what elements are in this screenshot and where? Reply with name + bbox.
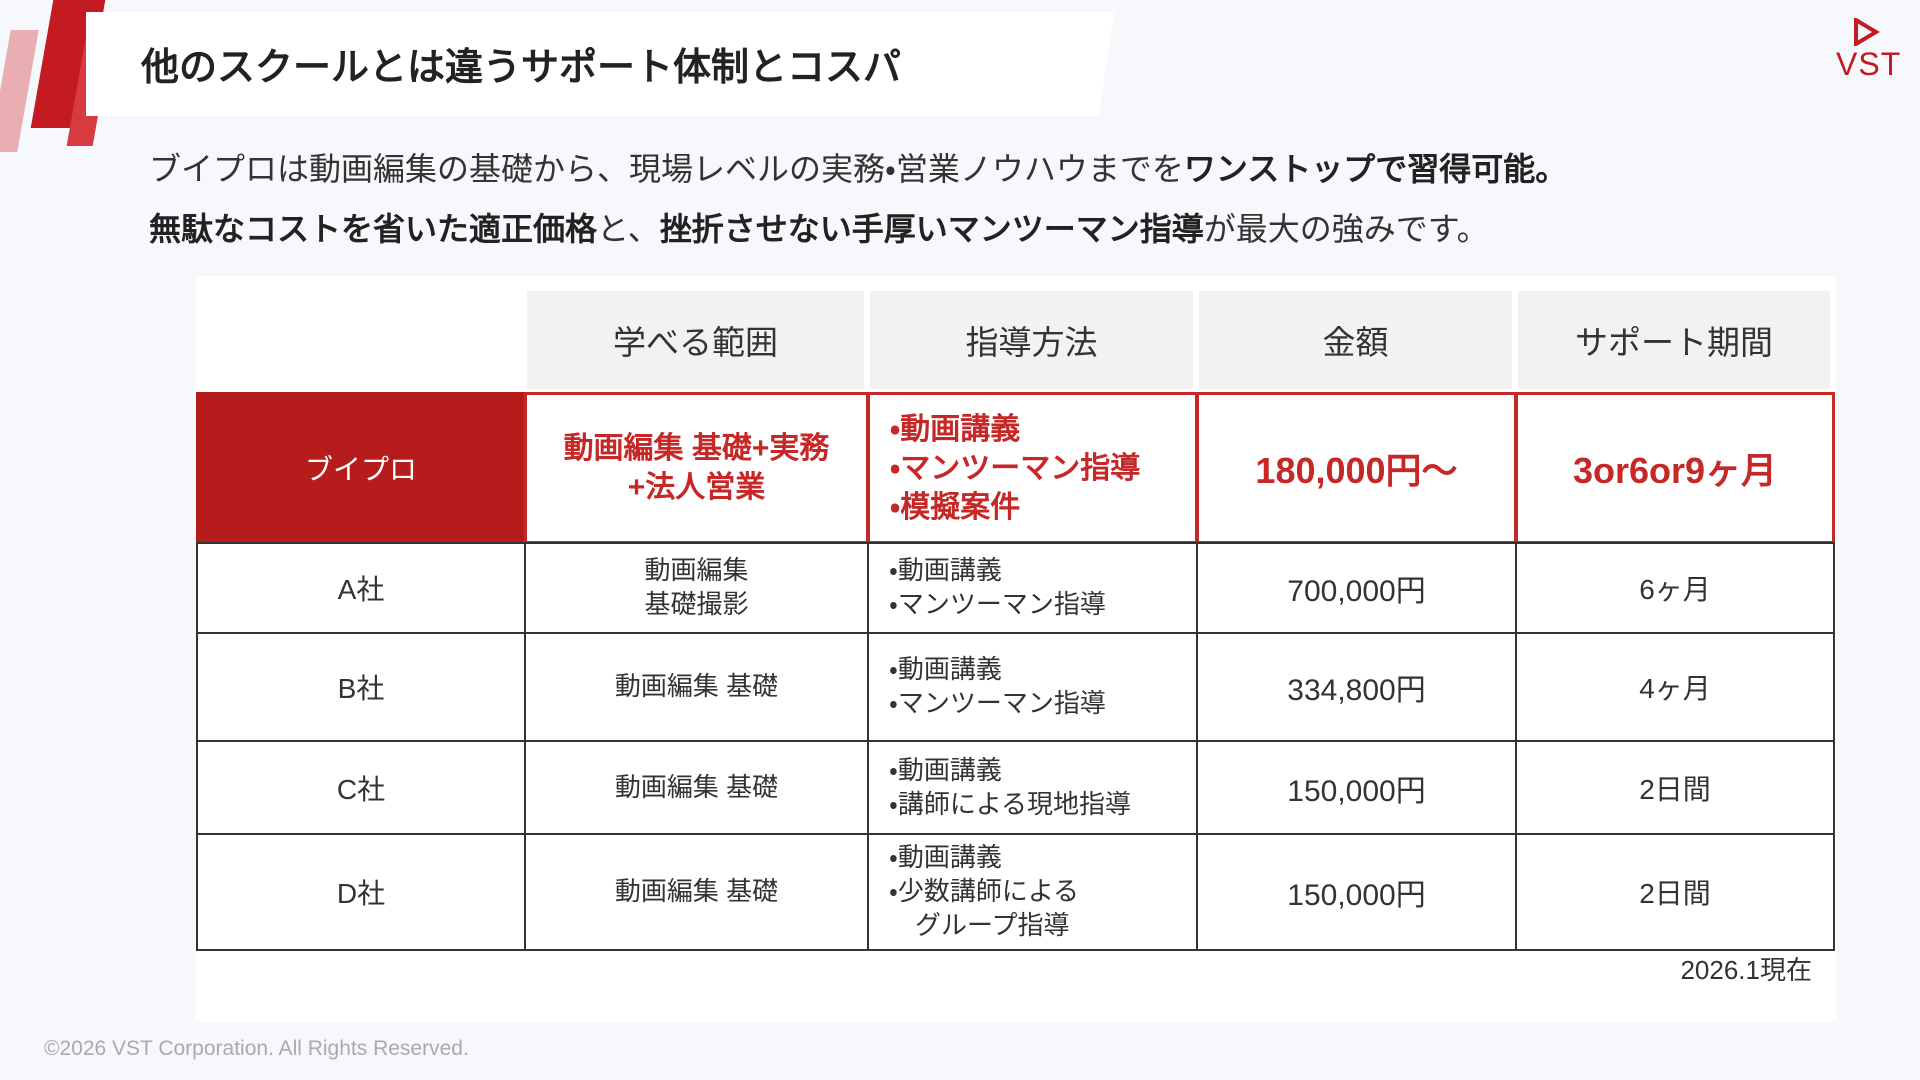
cell-line: ・動画講義: [889, 842, 1002, 873]
cell-line: 動画編集 基礎+実務: [563, 432, 830, 465]
note: 2026.1現在: [1680, 955, 1812, 985]
cell-line: ・動画講義: [890, 412, 1021, 446]
cell-line: 動画編集 基礎: [614, 771, 779, 802]
cell-text: 3or6or9ヶ月: [1572, 450, 1778, 491]
cell-text: 6ヶ月: [1639, 574, 1711, 605]
header-text: 指導方法: [965, 324, 1098, 361]
cell-line: ・マンツーマン指導: [889, 589, 1106, 619]
intro-segment: が最大の強みです。: [1203, 211, 1489, 247]
cell-line: ・マンツーマン指導: [889, 688, 1106, 718]
intro-segment: 挫折させない手厚いマンツーマン指導: [659, 211, 1204, 247]
table-cell: 2日間: [1515, 833, 1835, 951]
cell-text: 4ヶ月: [1639, 673, 1711, 704]
table-cell: ブイプロ: [196, 392, 526, 544]
cell-text: 2日間: [1639, 773, 1711, 805]
cell-text: 150,000円: [1287, 879, 1426, 912]
header-text: 学べる範囲: [613, 324, 778, 361]
cell-text: C社: [336, 773, 386, 805]
cell-line: ・少数講師による: [889, 876, 1080, 907]
cell-line: 基礎撮影: [644, 589, 749, 619]
header-cell: 指導方法: [870, 291, 1193, 389]
cell-text: D社: [336, 878, 386, 909]
table-cell: 700,000円: [1196, 542, 1517, 634]
title: 他のスクールとは違うサポート体制とコスパ: [141, 47, 902, 89]
table-cell: 334,800円: [1196, 632, 1517, 742]
cell-line: ・動画講義: [889, 754, 1002, 785]
intro-segment: ワンストップで習得可能。: [1183, 151, 1568, 187]
table-cell: 180,000円〜: [1196, 392, 1517, 544]
table-cell: 2日間: [1515, 740, 1835, 835]
cell-line: 動画編集: [644, 555, 749, 586]
cell-line: ・模擬案件: [890, 490, 1021, 524]
stripe: [0, 30, 39, 152]
table-cell: A社: [196, 542, 526, 634]
cell-line: ・マンツーマン指導: [890, 451, 1141, 485]
footer: ©2026 VST Corporation. All Rights Reserv…: [44, 1037, 469, 1060]
header-text: サポート期間: [1575, 324, 1773, 361]
table-cell: 4ヶ月: [1515, 632, 1835, 742]
table-cell: ・動画講義 ・マンツーマン指導: [867, 542, 1198, 634]
cell-text: 180,000円〜: [1255, 450, 1458, 491]
table-cell: 6ヶ月: [1515, 542, 1835, 634]
table-cell: 動画編集 基礎: [524, 833, 869, 951]
cell-line: 動画編集 基礎: [614, 671, 779, 702]
title-bar: [86, 12, 1114, 116]
cell-line: 動画編集 基礎: [614, 876, 779, 907]
cell-text: 150,000円: [1287, 774, 1426, 808]
cell-line: ・動画講義: [889, 555, 1002, 586]
intro-segment: ブイプロは動画編集の基礎から、現場レベルの実務・営業ノウハウまでを: [149, 151, 1184, 187]
intro-line: 無駄なコストを省いた適正価格と、挫折させない手厚いマンツーマン指導が最大の強みで…: [149, 204, 1567, 264]
table-cell: 動画編集 基礎撮影: [524, 542, 869, 634]
cell-text: 700,000円: [1287, 575, 1426, 608]
table-cell: ・動画講義・マンツーマン指導 ・模擬案件: [867, 392, 1198, 544]
table-cell: 動画編集 基礎+実務 +法人営業: [524, 392, 869, 544]
cell-text: ブイプロ: [304, 454, 417, 485]
cell-text: B社: [337, 673, 385, 704]
header-text: 金額: [1322, 324, 1389, 361]
table-cell: B社: [196, 632, 526, 742]
table-cell: ・動画講義 ・少数講師による グループ指導: [867, 833, 1198, 951]
intro: ブイプロは動画編集の基礎から、現場レベルの実務・営業ノウハウまでをワンストップで…: [149, 144, 1567, 264]
cell-line: グループ指導: [889, 909, 1070, 940]
cell-text: 2日間: [1639, 878, 1711, 909]
table-cell: D社: [196, 833, 526, 951]
table-cell: C社: [196, 740, 526, 835]
cell-line: +法人営業: [627, 471, 766, 504]
intro-line: ブイプロは動画編集の基礎から、現場レベルの実務・営業ノウハウまでをワンストップで…: [149, 144, 1567, 204]
cell-line: ・講師による現地指導: [889, 788, 1132, 819]
table-cell: 3or6or9ヶ月: [1515, 392, 1835, 544]
header-cell: 学べる範囲: [527, 291, 864, 389]
header-cell: サポート期間: [1518, 291, 1830, 389]
cell-text: 334,800円: [1287, 674, 1426, 707]
logo: VST: [1836, 46, 1902, 82]
intro-segment: 無駄なコストを省いた適正価格: [149, 211, 598, 247]
cell-text: A社: [337, 574, 385, 605]
intro-segment: と、: [597, 211, 660, 247]
table-cell: 150,000円: [1196, 740, 1517, 835]
table-cell: 動画編集 基礎: [524, 740, 869, 835]
table-cell: ・動画講義 ・マンツーマン指導: [867, 632, 1198, 742]
header-cell: 金額: [1199, 291, 1512, 389]
table-cell: 150,000円: [1196, 833, 1517, 951]
logo-icon: [1854, 18, 1880, 46]
table-cell: ・動画講義 ・講師による現地指導: [867, 740, 1198, 835]
cell-line: ・動画講義: [889, 654, 1002, 685]
table-cell: 動画編集 基礎: [524, 632, 869, 742]
